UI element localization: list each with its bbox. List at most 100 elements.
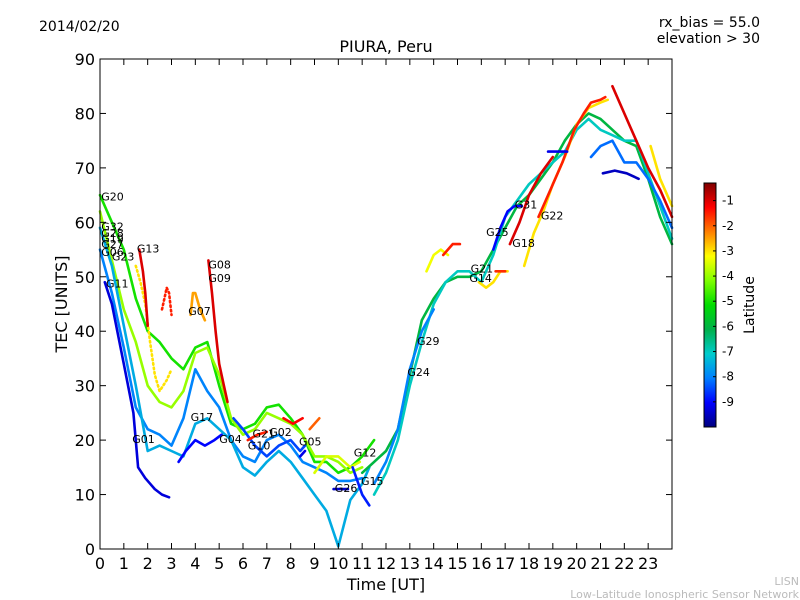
- tec-series: [177, 433, 223, 464]
- x-tick-label: 19: [543, 554, 563, 573]
- tec-series: [160, 286, 173, 317]
- satellite-label: G07: [188, 305, 211, 318]
- satellite-label: G20: [101, 191, 124, 204]
- x-axis: 0 1 2 3 4 5 6 7 8 9 10 11 12 13 14 15 16 17 18 19 20 21 22 23: [95, 59, 658, 573]
- x-tick-label: 22: [614, 554, 634, 573]
- tec-series: [103, 280, 171, 499]
- satellite-label: G17: [191, 411, 214, 424]
- tec-series: [282, 417, 304, 426]
- y-tick-label: 20: [75, 431, 95, 450]
- x-tick-label: 16: [471, 554, 491, 573]
- colorbar-tick-label: -1: [722, 194, 734, 208]
- tec-series: [246, 430, 269, 442]
- tec-series: [649, 144, 674, 208]
- satellite-label: G32: [101, 221, 124, 234]
- x-axis-label: Time [UT]: [346, 575, 425, 594]
- tec-series: [508, 155, 555, 246]
- x-tick-label: 4: [190, 554, 200, 573]
- x-tick-label: 14: [423, 554, 443, 573]
- satellite-label: G13: [137, 242, 160, 255]
- colorbar-tick-label: -5: [722, 294, 734, 308]
- x-tick-label: 6: [238, 554, 248, 573]
- tec-series: [360, 112, 674, 475]
- tec-series: [441, 242, 462, 257]
- x-tick-label: 8: [286, 554, 296, 573]
- chart-title: PIURA, Peru: [339, 37, 432, 56]
- tec-series: [98, 226, 371, 548]
- satellite-label: G22: [541, 210, 564, 223]
- satellite-label: G21: [471, 262, 494, 275]
- satellite-label: G05: [299, 436, 322, 449]
- tec-series: [537, 95, 607, 219]
- tec-series: [492, 204, 524, 251]
- colorbar-tick-label: -9: [722, 395, 734, 409]
- tec-series: [98, 210, 364, 475]
- satellite-label: G06: [101, 246, 124, 259]
- satellite-label: G18: [512, 237, 535, 250]
- tec-series: [189, 291, 207, 322]
- satellite-label: G14: [469, 272, 492, 285]
- tec-series: [232, 417, 307, 458]
- colorbar-tick-label: -3: [722, 244, 734, 258]
- tec-series: [98, 193, 376, 475]
- satellite-label: G15: [361, 475, 384, 488]
- colorbar-label: Latitude: [742, 276, 758, 334]
- y-tick-label: 50: [75, 268, 95, 287]
- satellite-label: G11: [106, 278, 129, 291]
- satellite-label: G09: [208, 272, 231, 285]
- tec-series: [611, 84, 674, 219]
- tec-series: [298, 449, 307, 458]
- satellite-label: G21: [253, 427, 276, 440]
- satellite-label: G04: [219, 433, 242, 446]
- y-tick-label: 80: [75, 104, 95, 123]
- tec-series: [589, 139, 674, 230]
- y-tick-label: 70: [75, 159, 95, 178]
- y-tick-label: 90: [75, 50, 95, 69]
- x-tick-label: 17: [495, 554, 515, 573]
- tec-series: [372, 308, 435, 485]
- date-label: 2014/02/20: [39, 19, 120, 35]
- elevation-label: elevation > 30: [657, 31, 760, 47]
- satellite-label: G12: [354, 446, 377, 459]
- tec-series: [134, 264, 173, 393]
- tec-series: [351, 466, 371, 507]
- x-tick-label: 0: [95, 554, 105, 573]
- tec-series: [98, 248, 364, 483]
- satellite-label: G23: [112, 250, 135, 263]
- x-tick-label: 18: [519, 554, 539, 573]
- colorbar-tick-label: -6: [722, 319, 734, 333]
- x-tick-label: 10: [328, 554, 348, 573]
- x-tick-label: 21: [590, 554, 610, 573]
- satellite-label: G26: [335, 482, 358, 495]
- x-tick-label: 13: [400, 554, 420, 573]
- satellite-label: G29: [417, 335, 440, 348]
- y-axis-label: TEC [UNITS]: [52, 256, 71, 354]
- footer-lisn: LISN: [774, 575, 799, 588]
- y-tick-label: 60: [75, 213, 95, 232]
- satellite-label: G27: [101, 238, 124, 251]
- tec-series: [308, 417, 321, 431]
- x-tick-label: 5: [214, 554, 224, 573]
- x-tick-label: 1: [119, 554, 129, 573]
- satellite-label: G31: [515, 199, 538, 212]
- colorbar-tick-label: -8: [722, 370, 734, 384]
- colorbar-tick-label: -7: [722, 345, 734, 359]
- y-tick-label: 40: [75, 322, 95, 341]
- x-tick-label: 12: [376, 554, 396, 573]
- tec-series: [313, 455, 362, 475]
- y-tick-label: 30: [75, 377, 95, 396]
- colorbar-ticks: -1 -2 -3 -4 -5 -6 -7 -8 -9: [713, 194, 734, 409]
- satellite-label: G28: [101, 227, 124, 240]
- satellite-label: G01: [132, 433, 155, 446]
- tec-series: [138, 248, 149, 328]
- colorbar: [703, 182, 717, 428]
- x-tick-label: 2: [143, 554, 153, 573]
- footer-network: Low-Latitude Ionospheric Sensor Network: [570, 588, 799, 600]
- x-tick-label: 7: [262, 554, 272, 573]
- x-tick-label: 9: [309, 554, 319, 573]
- x-tick-label: 15: [447, 554, 467, 573]
- satellite-label: G25: [486, 226, 509, 239]
- x-tick-label: 23: [638, 554, 658, 573]
